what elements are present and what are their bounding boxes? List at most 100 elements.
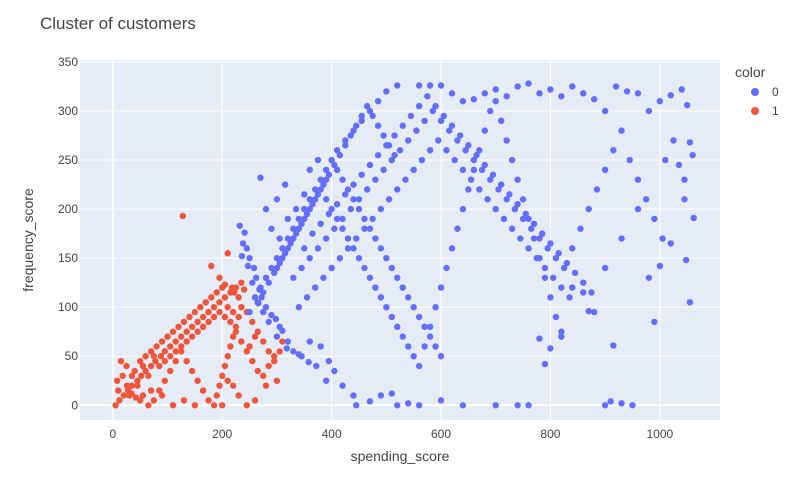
scatter-point-series-0[interactable] <box>659 235 666 242</box>
scatter-point-series-0[interactable] <box>322 166 330 174</box>
scatter-point-series-0[interactable] <box>350 245 357 252</box>
scatter-point-series-0[interactable] <box>399 333 406 340</box>
scatter-point-series-1[interactable] <box>219 402 226 409</box>
scatter-point-series-0[interactable] <box>243 245 251 252</box>
scatter-point-series-0[interactable] <box>601 107 609 115</box>
scatter-point-series-1[interactable] <box>205 397 212 404</box>
scatter-point-series-0[interactable] <box>366 225 374 232</box>
scatter-point-series-0[interactable] <box>388 313 395 321</box>
scatter-point-series-0[interactable] <box>642 196 650 203</box>
scatter-point-series-0[interactable] <box>306 196 313 203</box>
scatter-point-series-0[interactable] <box>525 80 532 87</box>
scatter-point-series-0[interactable] <box>481 127 488 134</box>
scatter-point-series-1[interactable] <box>119 372 126 380</box>
scatter-point-series-0[interactable] <box>629 402 636 409</box>
scatter-point-series-1[interactable] <box>249 357 256 365</box>
scatter-point-series-0[interactable] <box>530 235 538 242</box>
scatter-point-series-1[interactable] <box>213 289 220 296</box>
scatter-point-series-1[interactable] <box>238 303 245 311</box>
scatter-point-series-1[interactable] <box>273 377 281 384</box>
scatter-point-series-1[interactable] <box>158 392 166 399</box>
scatter-point-series-0[interactable] <box>467 176 475 183</box>
scatter-point-series-0[interactable] <box>459 166 467 174</box>
scatter-point-series-0[interactable] <box>522 210 530 218</box>
scatter-point-series-0[interactable] <box>325 171 333 178</box>
scatter-point-series-1[interactable] <box>183 357 190 365</box>
scatter-point-series-1[interactable] <box>254 367 261 375</box>
scatter-point-series-0[interactable] <box>577 225 584 232</box>
scatter-point-series-1[interactable] <box>265 348 272 355</box>
scatter-point-series-0[interactable] <box>268 311 275 319</box>
scatter-point-series-0[interactable] <box>451 156 458 164</box>
scatter-point-series-1[interactable] <box>156 387 163 394</box>
scatter-point-series-1[interactable] <box>232 328 240 335</box>
scatter-point-series-1[interactable] <box>172 348 179 355</box>
scatter-point-series-0[interactable] <box>549 274 557 281</box>
scatter-point-series-1[interactable] <box>142 367 149 375</box>
legend-item-0[interactable]: 0 <box>751 85 779 99</box>
scatter-point-series-1[interactable] <box>191 308 199 316</box>
scatter-point-series-0[interactable] <box>331 367 338 375</box>
scatter-point-series-0[interactable] <box>295 351 303 358</box>
scatter-point-series-0[interactable] <box>328 264 335 272</box>
scatter-point-series-0[interactable] <box>590 308 598 316</box>
scatter-point-series-0[interactable] <box>290 274 297 281</box>
scatter-point-series-0[interactable] <box>547 240 554 247</box>
scatter-point-series-0[interactable] <box>268 225 275 232</box>
scatter-point-series-1[interactable] <box>183 338 190 345</box>
scatter-point-series-0[interactable] <box>328 205 335 213</box>
scatter-point-series-0[interactable] <box>273 254 281 262</box>
scatter-point-series-0[interactable] <box>298 220 305 228</box>
scatter-point-series-0[interactable] <box>552 313 560 321</box>
scatter-point-series-1[interactable] <box>175 323 182 331</box>
scatter-point-series-1[interactable] <box>221 313 229 321</box>
scatter-point-series-0[interactable] <box>260 289 267 296</box>
scatter-point-series-1[interactable] <box>145 402 152 409</box>
scatter-point-series-0[interactable] <box>610 147 617 154</box>
scatter-point-series-0[interactable] <box>618 400 625 407</box>
scatter-point-series-0[interactable] <box>675 161 683 169</box>
scatter-point-series-0[interactable] <box>437 284 445 291</box>
scatter-point-series-0[interactable] <box>262 205 270 213</box>
scatter-point-series-0[interactable] <box>689 151 696 159</box>
scatter-point-series-0[interactable] <box>547 345 554 352</box>
scatter-point-series-1[interactable] <box>205 318 212 326</box>
scatter-point-series-1[interactable] <box>147 362 155 370</box>
scatter-point-series-0[interactable] <box>678 86 685 93</box>
scatter-point-series-0[interactable] <box>667 92 674 99</box>
scatter-point-series-1[interactable] <box>113 377 121 384</box>
scatter-point-series-0[interactable] <box>303 210 311 218</box>
scatter-point-series-0[interactable] <box>440 112 447 120</box>
scatter-point-series-0[interactable] <box>260 308 267 316</box>
scatter-point-series-0[interactable] <box>283 345 290 352</box>
scatter-point-series-1[interactable] <box>260 338 267 345</box>
scatter-point-series-1[interactable] <box>167 343 174 350</box>
scatter-point-series-0[interactable] <box>405 137 412 144</box>
scatter-point-series-0[interactable] <box>290 235 297 242</box>
scatter-point-series-0[interactable] <box>374 97 382 105</box>
scatter-point-series-1[interactable] <box>128 390 135 397</box>
scatter-point-series-0[interactable] <box>374 151 382 159</box>
scatter-point-series-1[interactable] <box>216 274 223 281</box>
scatter-point-series-0[interactable] <box>314 156 322 164</box>
scatter-point-series-1[interactable] <box>183 328 190 335</box>
scatter-point-series-0[interactable] <box>618 235 625 242</box>
scatter-point-series-1[interactable] <box>142 353 149 360</box>
scatter-point-series-0[interactable] <box>478 166 486 174</box>
scatter-point-series-0[interactable] <box>394 82 401 89</box>
scatter-point-series-0[interactable] <box>459 402 467 409</box>
scatter-point-series-0[interactable] <box>588 289 595 296</box>
scatter-point-series-0[interactable] <box>569 83 576 90</box>
scatter-point-series-1[interactable] <box>169 328 177 335</box>
scatter-point-series-1[interactable] <box>224 250 231 257</box>
scatter-point-series-0[interactable] <box>388 156 395 164</box>
scatter-point-series-0[interactable] <box>541 264 549 272</box>
scatter-point-series-0[interactable] <box>251 294 259 301</box>
scatter-point-series-0[interactable] <box>262 303 270 311</box>
scatter-point-series-0[interactable] <box>361 264 368 272</box>
scatter-point-series-0[interactable] <box>634 205 642 213</box>
scatter-point-series-1[interactable] <box>199 387 207 394</box>
scatter-point-series-0[interactable] <box>508 156 516 164</box>
scatter-point-series-0[interactable] <box>339 225 346 232</box>
scatter-point-series-0[interactable] <box>487 176 494 183</box>
